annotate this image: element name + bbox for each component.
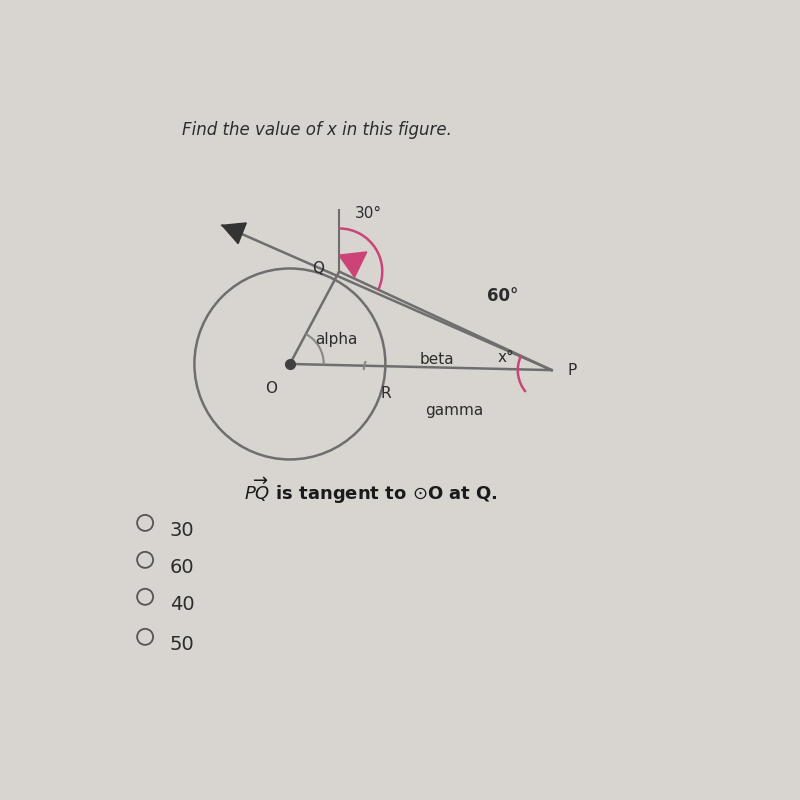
Text: Find the value of x in this figure.: Find the value of x in this figure. xyxy=(182,121,452,138)
Text: 60°: 60° xyxy=(486,287,518,305)
Text: 30°: 30° xyxy=(354,206,382,221)
Text: 50: 50 xyxy=(170,634,194,654)
Text: O: O xyxy=(266,381,278,396)
Text: 40: 40 xyxy=(170,594,194,614)
Text: $\overrightarrow{PQ}$ is tangent to $\odot$O at Q.: $\overrightarrow{PQ}$ is tangent to $\od… xyxy=(244,474,498,506)
Polygon shape xyxy=(222,223,246,243)
Text: R: R xyxy=(380,386,390,401)
Text: gamma: gamma xyxy=(426,402,484,418)
Text: beta: beta xyxy=(419,351,454,366)
Text: Q: Q xyxy=(312,261,324,276)
Text: 60: 60 xyxy=(170,558,194,577)
Text: alpha: alpha xyxy=(315,332,358,347)
Polygon shape xyxy=(339,252,366,278)
Text: P: P xyxy=(567,362,576,378)
Text: x°: x° xyxy=(497,350,514,366)
Text: 30: 30 xyxy=(170,521,194,540)
